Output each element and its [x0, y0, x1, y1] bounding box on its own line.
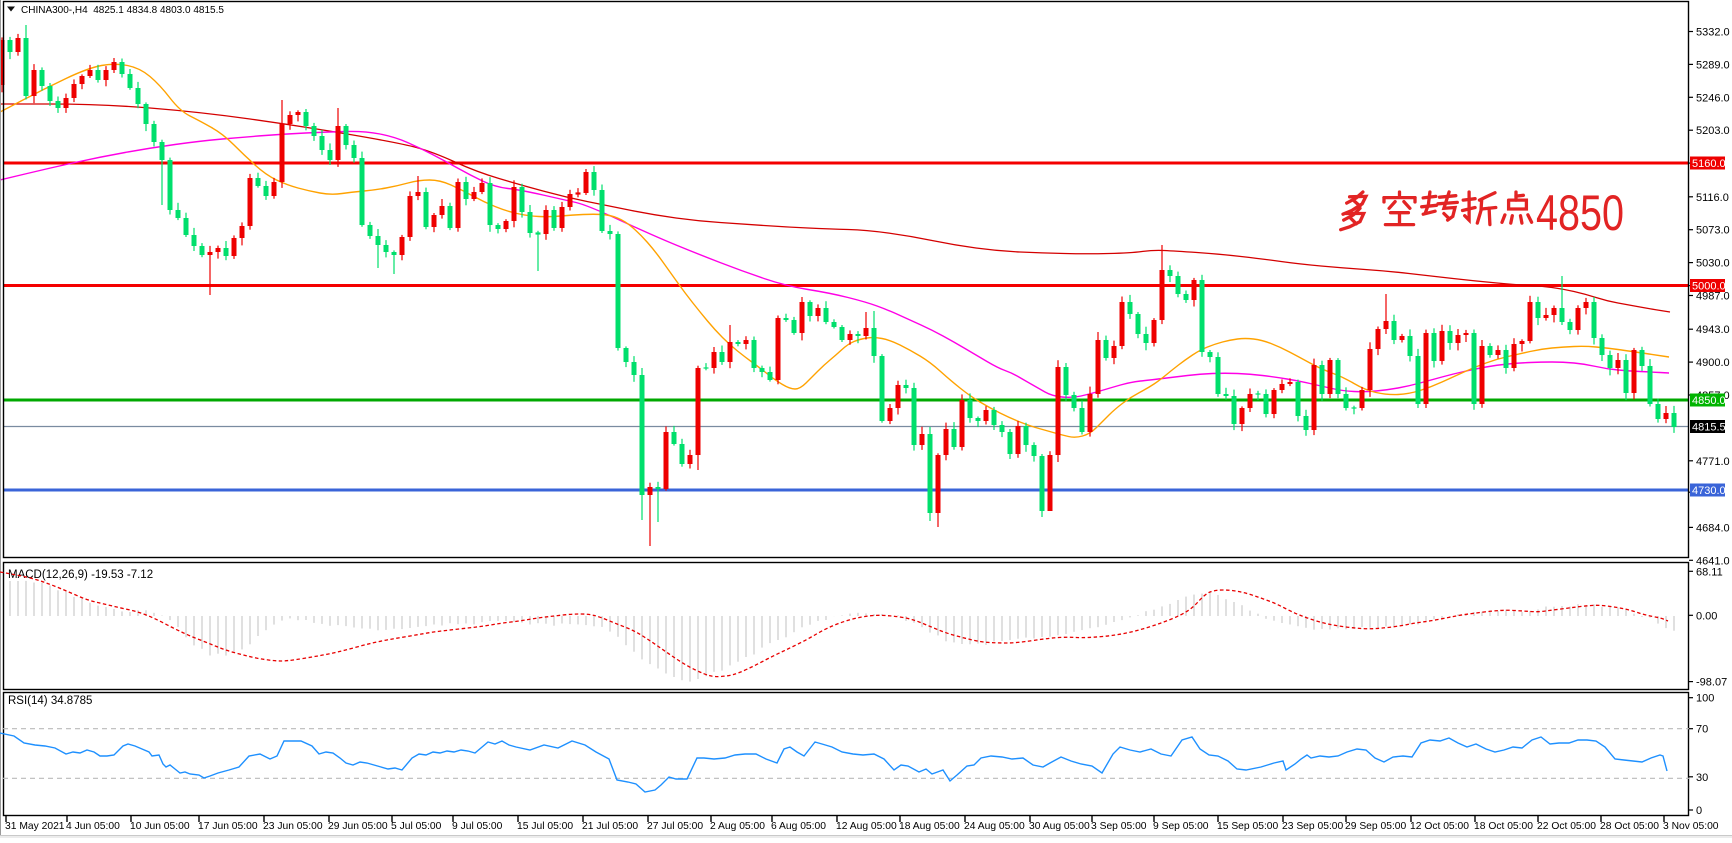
- svg-text:MACD(12,26,9) -19.53 -7.12: MACD(12,26,9) -19.53 -7.12: [8, 569, 153, 581]
- svg-text:2 Aug 05:00: 2 Aug 05:00: [710, 821, 765, 832]
- svg-text:4730.0: 4730.0: [1692, 485, 1726, 497]
- svg-text:5160.0: 5160.0: [1692, 158, 1726, 170]
- svg-text:5203.0: 5203.0: [1696, 125, 1730, 137]
- svg-text:68.11: 68.11: [1696, 566, 1723, 578]
- svg-text:5246.0: 5246.0: [1696, 92, 1730, 104]
- svg-text:CHINA300-,H4 4825.1 4834.8 48: CHINA300-,H4 4825.1 4834.8 4803.0 4815.5: [21, 5, 224, 16]
- svg-text:5116.0: 5116.0: [1696, 192, 1729, 204]
- svg-text:30: 30: [1696, 772, 1708, 784]
- svg-text:4850.0: 4850.0: [1692, 395, 1726, 407]
- svg-text:RSI(14) 34.8785: RSI(14) 34.8785: [8, 695, 92, 707]
- svg-text:5030.0: 5030.0: [1696, 258, 1730, 270]
- svg-text:5332.0: 5332.0: [1696, 27, 1730, 39]
- svg-text:4943.0: 4943.0: [1696, 324, 1730, 336]
- svg-text:9 Sep 05:00: 9 Sep 05:00: [1153, 821, 1209, 832]
- svg-text:4641.0: 4641.0: [1696, 555, 1730, 567]
- svg-text:12 Oct 05:00: 12 Oct 05:00: [1410, 821, 1469, 832]
- svg-text:5000.0: 5000.0: [1692, 281, 1726, 293]
- svg-text:3 Nov 05:00: 3 Nov 05:00: [1663, 821, 1719, 832]
- svg-text:0: 0: [1696, 805, 1702, 817]
- svg-text:0.00: 0.00: [1696, 610, 1717, 622]
- svg-text:10 Jun 05:00: 10 Jun 05:00: [130, 821, 190, 832]
- svg-text:3 Sep 05:00: 3 Sep 05:00: [1091, 821, 1147, 832]
- svg-text:70: 70: [1696, 724, 1708, 736]
- svg-text:18 Oct 05:00: 18 Oct 05:00: [1474, 821, 1533, 832]
- svg-text:28 Oct 05:00: 28 Oct 05:00: [1600, 821, 1659, 832]
- svg-text:6 Aug 05:00: 6 Aug 05:00: [771, 821, 826, 832]
- svg-text:29 Jun 05:00: 29 Jun 05:00: [328, 821, 388, 832]
- svg-text:4900.0: 4900.0: [1696, 357, 1730, 369]
- svg-text:100: 100: [1696, 693, 1714, 705]
- svg-text:22 Oct 05:00: 22 Oct 05:00: [1537, 821, 1596, 832]
- svg-text:15 Sep 05:00: 15 Sep 05:00: [1217, 821, 1279, 832]
- svg-text:17 Jun 05:00: 17 Jun 05:00: [198, 821, 258, 832]
- svg-text:29 Sep 05:00: 29 Sep 05:00: [1345, 821, 1407, 832]
- svg-text:4850: 4850: [1536, 185, 1624, 241]
- svg-text:31 May 2021: 31 May 2021: [5, 821, 65, 832]
- svg-text:23 Jun 05:00: 23 Jun 05:00: [263, 821, 323, 832]
- svg-text:4684.0: 4684.0: [1696, 522, 1730, 534]
- svg-text:5073.0: 5073.0: [1696, 225, 1730, 237]
- svg-text:4987.0: 4987.0: [1696, 291, 1730, 303]
- svg-text:21 Jul 05:00: 21 Jul 05:00: [582, 821, 638, 832]
- svg-text:23 Sep 05:00: 23 Sep 05:00: [1282, 821, 1344, 832]
- svg-text:27 Jul 05:00: 27 Jul 05:00: [647, 821, 703, 832]
- svg-text:24 Aug 05:00: 24 Aug 05:00: [964, 821, 1025, 832]
- svg-text:18 Aug 05:00: 18 Aug 05:00: [899, 821, 960, 832]
- svg-text:30 Aug 05:00: 30 Aug 05:00: [1029, 821, 1090, 832]
- svg-text:4771.0: 4771.0: [1696, 456, 1730, 468]
- svg-text:9 Jul 05:00: 9 Jul 05:00: [452, 821, 503, 832]
- svg-text:-98.07: -98.07: [1696, 677, 1727, 689]
- svg-text:4815.5: 4815.5: [1692, 422, 1726, 434]
- svg-text:15 Jul 05:00: 15 Jul 05:00: [517, 821, 573, 832]
- svg-text:5 Jul 05:00: 5 Jul 05:00: [391, 821, 442, 832]
- svg-text:4 Jun 05:00: 4 Jun 05:00: [66, 821, 120, 832]
- svg-text:5289.0: 5289.0: [1696, 59, 1730, 71]
- svg-text:12 Aug 05:00: 12 Aug 05:00: [836, 821, 897, 832]
